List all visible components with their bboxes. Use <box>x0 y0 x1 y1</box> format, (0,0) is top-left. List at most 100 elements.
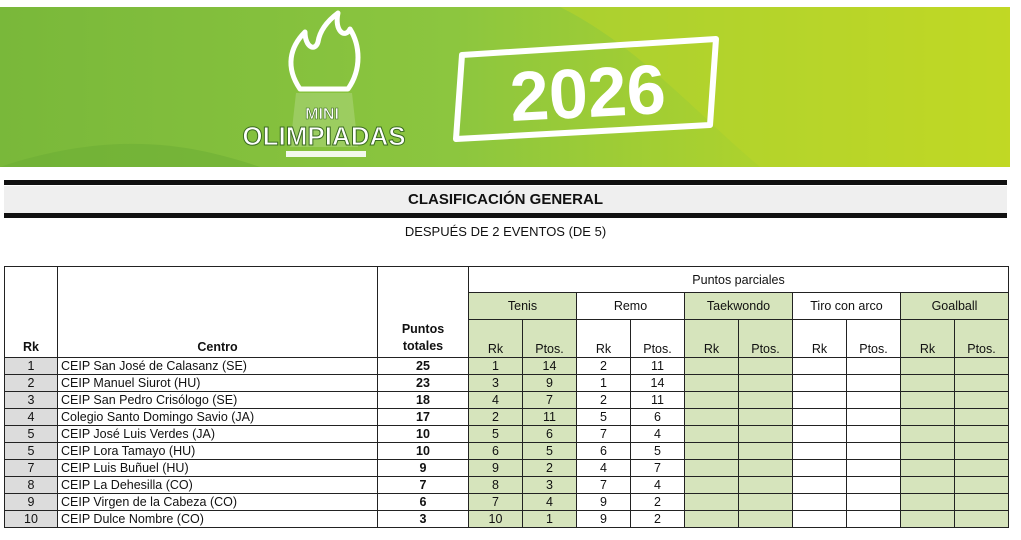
row-tenis-pts: 9 <box>522 374 577 392</box>
row-tenis-pts: 14 <box>522 357 577 375</box>
row-total: 10 <box>377 442 469 460</box>
row-empty-cell <box>954 459 1009 477</box>
row-empty-cell <box>738 408 793 426</box>
row-total: 17 <box>377 408 469 426</box>
row-empty-cell <box>684 374 739 392</box>
row-remo-rk: 7 <box>576 476 631 494</box>
table-body: 1 CEIP San José de Calasanz (SE) 25 1 14 2 11 2… <box>4 357 1009 528</box>
row-remo-pts: 2 <box>630 510 685 528</box>
row-rank: 5 <box>4 425 58 443</box>
row-total: 18 <box>377 391 469 409</box>
row-remo-pts: 4 <box>630 425 685 443</box>
row-empty-cell <box>846 442 901 460</box>
row-tenis-pts: 4 <box>522 493 577 511</box>
row-remo-rk: 4 <box>576 459 631 477</box>
row-empty-cell <box>900 425 955 443</box>
row-total: 6 <box>377 493 469 511</box>
row-rank: 5 <box>4 442 58 460</box>
row-centro: CEIP San José de Calasanz (SE) <box>57 357 378 375</box>
row-empty-cell <box>792 459 847 477</box>
row-empty-cell <box>900 493 955 511</box>
row-remo-pts: 6 <box>630 408 685 426</box>
row-remo-rk: 5 <box>576 408 631 426</box>
row-remo-pts: 5 <box>630 442 685 460</box>
row-empty-cell <box>738 442 793 460</box>
row-empty-cell <box>738 391 793 409</box>
row-empty-cell <box>900 374 955 392</box>
row-tenis-rk: 8 <box>468 476 523 494</box>
row-empty-cell <box>738 374 793 392</box>
row-centro: CEIP Virgen de la Cabeza (CO) <box>57 493 378 511</box>
row-empty-cell <box>846 357 901 375</box>
sub-pts: Ptos. <box>522 319 577 358</box>
row-empty-cell <box>684 459 739 477</box>
row-tenis-rk: 10 <box>468 510 523 528</box>
row-tenis-pts: 2 <box>522 459 577 477</box>
row-empty-cell <box>684 425 739 443</box>
row-centro: CEIP Luis Buñuel (HU) <box>57 459 378 477</box>
divider-bottom <box>4 213 1007 218</box>
row-tenis-pts: 11 <box>522 408 577 426</box>
header-puntos-line1: Puntos <box>401 322 445 336</box>
row-empty-cell <box>684 391 739 409</box>
row-tenis-rk: 2 <box>468 408 523 426</box>
row-empty-cell <box>846 476 901 494</box>
row-empty-cell <box>684 493 739 511</box>
event-goalball: Goalball <box>900 292 1009 320</box>
row-tenis-rk: 1 <box>468 357 523 375</box>
row-tenis-rk: 6 <box>468 442 523 460</box>
row-empty-cell <box>792 391 847 409</box>
table-row: 1 CEIP San José de Calasanz (SE) 25 1 14 2 11 <box>4 357 1009 375</box>
row-empty-cell <box>900 459 955 477</box>
event-tiro-con-arco: Tiro con arco <box>792 292 901 320</box>
row-empty-cell <box>954 442 1009 460</box>
row-total: 9 <box>377 459 469 477</box>
logo-line1: MINI <box>305 106 339 123</box>
row-tenis-pts: 5 <box>522 442 577 460</box>
sub-pts: Ptos. <box>630 319 685 358</box>
row-empty-cell <box>684 476 739 494</box>
row-empty-cell <box>846 510 901 528</box>
table-row: 8 CEIP La Dehesilla (CO) 7 8 3 7 4 <box>4 476 1009 494</box>
row-tenis-pts: 7 <box>522 391 577 409</box>
row-empty-cell <box>792 357 847 375</box>
row-empty-cell <box>954 391 1009 409</box>
row-rank: 2 <box>4 374 58 392</box>
row-empty-cell <box>684 442 739 460</box>
row-empty-cell <box>684 357 739 375</box>
divider-top <box>4 180 1007 185</box>
row-remo-rk: 1 <box>576 374 631 392</box>
row-rank: 4 <box>4 408 58 426</box>
row-empty-cell <box>900 510 955 528</box>
row-remo-rk: 9 <box>576 493 631 511</box>
table-row: 5 CEIP Lora Tamayo (HU) 10 6 5 6 5 <box>4 442 1009 460</box>
row-empty-cell <box>954 357 1009 375</box>
page-subtitle: DESPUÉS DE 2 EVENTOS (DE 5) <box>404 224 607 239</box>
row-empty-cell <box>792 442 847 460</box>
event-taekwondo: Taekwondo <box>684 292 793 320</box>
flame-logo-icon <box>288 10 361 92</box>
row-empty-cell <box>792 374 847 392</box>
row-empty-cell <box>738 510 793 528</box>
header-centro: Centro <box>57 266 378 358</box>
event-tenis: Tenis <box>468 292 577 320</box>
row-rank: 7 <box>4 459 58 477</box>
row-tenis-pts: 1 <box>522 510 577 528</box>
row-empty-cell <box>684 510 739 528</box>
row-empty-cell <box>846 408 901 426</box>
table-row: 9 CEIP Virgen de la Cabeza (CO) 6 7 4 9 2 <box>4 493 1009 511</box>
row-total: 3 <box>377 510 469 528</box>
row-centro: Colegio Santo Domingo Savio (JA) <box>57 408 378 426</box>
row-rank: 1 <box>4 357 58 375</box>
row-empty-cell <box>792 476 847 494</box>
row-remo-rk: 2 <box>576 357 631 375</box>
row-empty-cell <box>738 425 793 443</box>
row-centro: CEIP San Pedro Crisólogo (SE) <box>57 391 378 409</box>
table-row: 3 CEIP San Pedro Crisólogo (SE) 18 4 7 2 11 <box>4 391 1009 409</box>
row-remo-pts: 4 <box>630 476 685 494</box>
row-remo-rk: 6 <box>576 442 631 460</box>
header-puntos-parciales: Puntos parciales <box>468 266 1009 293</box>
sub-rk: Rk <box>792 319 847 358</box>
page-title: CLASIFICACIÓN GENERAL <box>4 186 1007 213</box>
row-empty-cell <box>738 493 793 511</box>
